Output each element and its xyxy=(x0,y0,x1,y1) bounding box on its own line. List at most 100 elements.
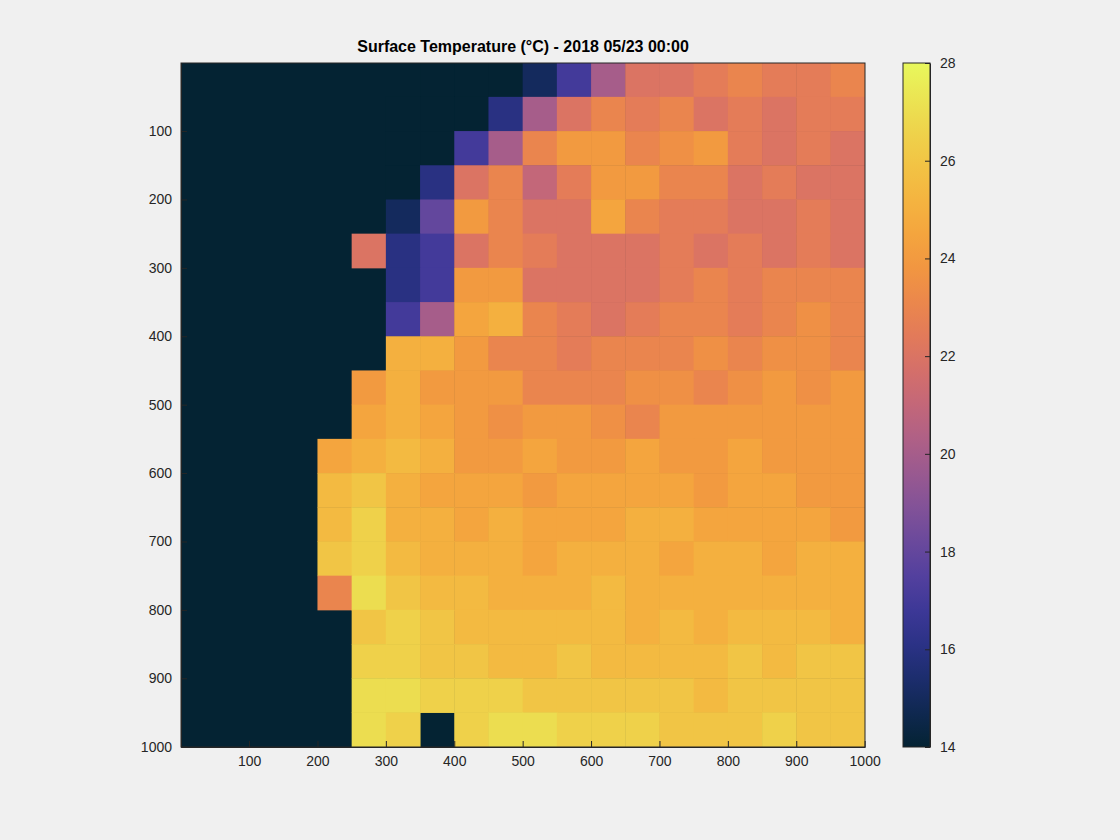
tick-label: 200 xyxy=(149,191,173,207)
cell xyxy=(762,644,797,679)
cell xyxy=(591,63,626,97)
cell xyxy=(523,439,558,474)
cell xyxy=(762,507,797,542)
cell xyxy=(728,336,763,371)
cell xyxy=(830,97,865,132)
cell xyxy=(625,165,660,200)
cell xyxy=(659,199,694,234)
cell xyxy=(386,712,421,747)
cell xyxy=(317,439,352,474)
cell xyxy=(830,268,865,303)
tick-mark xyxy=(181,541,187,542)
cell xyxy=(694,370,729,405)
cell xyxy=(557,302,592,337)
tick-label: 600 xyxy=(580,753,604,769)
cell xyxy=(762,610,797,645)
cell xyxy=(796,97,831,132)
cell xyxy=(694,678,729,713)
cell xyxy=(728,541,763,576)
cell xyxy=(796,63,831,97)
cell xyxy=(420,131,455,166)
cell xyxy=(386,507,421,542)
cell xyxy=(796,507,831,542)
cell xyxy=(659,63,694,97)
cell xyxy=(454,199,489,234)
tick-label: 16 xyxy=(940,641,956,657)
cell xyxy=(591,165,626,200)
cell xyxy=(591,199,626,234)
tick-mark xyxy=(181,199,187,200)
cell xyxy=(762,370,797,405)
cell xyxy=(625,370,660,405)
cell xyxy=(352,610,387,645)
cell xyxy=(420,678,455,713)
cell xyxy=(454,712,489,747)
tick-label: 20 xyxy=(940,446,956,462)
cell xyxy=(728,712,763,747)
cell xyxy=(420,234,455,269)
cell xyxy=(728,439,763,474)
cell xyxy=(625,610,660,645)
cell xyxy=(420,644,455,679)
tick-label: 400 xyxy=(149,328,173,344)
tick-mark xyxy=(454,741,455,747)
cell xyxy=(830,336,865,371)
cell xyxy=(386,473,421,508)
cell xyxy=(591,507,626,542)
cell xyxy=(352,405,387,440)
tick-mark xyxy=(249,741,250,747)
tick: 800 xyxy=(717,741,741,769)
cell xyxy=(830,576,865,611)
plot-background xyxy=(181,63,865,747)
cell xyxy=(694,302,729,337)
cell xyxy=(420,268,455,303)
tick-label: 100 xyxy=(238,753,262,769)
cell xyxy=(557,131,592,166)
cell xyxy=(557,165,592,200)
tick-mark xyxy=(317,741,318,747)
cell xyxy=(830,541,865,576)
tick-label: 22 xyxy=(940,348,956,364)
cell xyxy=(591,678,626,713)
cell xyxy=(557,370,592,405)
tick-label: 700 xyxy=(648,753,672,769)
tick-label: 28 xyxy=(940,55,956,71)
cell xyxy=(420,405,455,440)
cell xyxy=(796,712,831,747)
cell xyxy=(523,644,558,679)
cell xyxy=(591,302,626,337)
cell xyxy=(728,678,763,713)
cell xyxy=(386,268,421,303)
cell xyxy=(659,336,694,371)
cell xyxy=(386,302,421,337)
cell xyxy=(591,644,626,679)
tick-label: 800 xyxy=(717,753,741,769)
cell xyxy=(625,131,660,166)
cell xyxy=(659,439,694,474)
cell xyxy=(420,165,455,200)
cell xyxy=(830,644,865,679)
cell xyxy=(352,541,387,576)
cell xyxy=(591,370,626,405)
cell xyxy=(523,370,558,405)
cell xyxy=(659,507,694,542)
cell xyxy=(523,97,558,132)
cell xyxy=(762,268,797,303)
tick-mark xyxy=(796,741,797,747)
cell xyxy=(523,678,558,713)
cell xyxy=(625,268,660,303)
cell xyxy=(454,302,489,337)
cell xyxy=(557,405,592,440)
cell xyxy=(728,268,763,303)
cell xyxy=(420,199,455,234)
cell xyxy=(386,644,421,679)
cell xyxy=(796,473,831,508)
cell xyxy=(420,439,455,474)
tick-label: 1000 xyxy=(850,753,881,769)
cell xyxy=(420,97,455,132)
cell xyxy=(352,439,387,474)
cell xyxy=(830,165,865,200)
cell xyxy=(420,336,455,371)
cell xyxy=(796,302,831,337)
cell xyxy=(830,302,865,337)
